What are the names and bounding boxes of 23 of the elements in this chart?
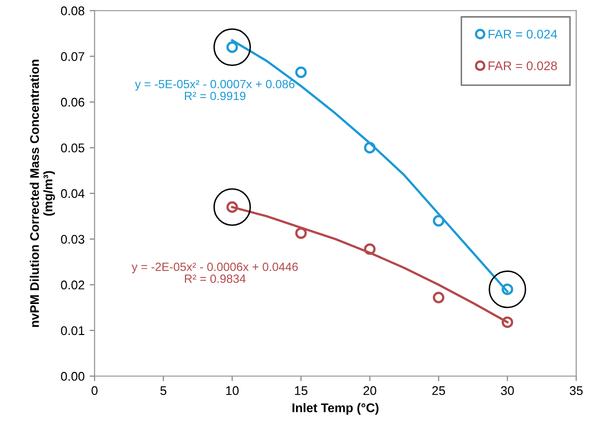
annotation: y = -2E-05x² - 0.0006x + 0.0446 R² = 0.9834 (132, 262, 298, 283)
x-tick-label: 25 (432, 386, 446, 396)
y-tick-label: 0.05 (61, 143, 84, 152)
x-tick-label: 20 (363, 386, 376, 396)
x-tick-label: 0 (92, 386, 98, 396)
y-tick-label: 0.03 (61, 234, 84, 244)
x-tick-label: 5 (160, 386, 166, 396)
x-tick-label: 30 (500, 386, 514, 396)
y-tick-label: 0.08 (61, 6, 84, 16)
y-tick-label: 0.06 (61, 98, 84, 107)
y-tick-label: 0.04 (61, 189, 84, 198)
annotation: y = -5E-05x² - 0.0007x + 0.086 R² = 0.9919 (134, 80, 295, 100)
x-tick-label: 35 (570, 386, 583, 396)
y-tick-label: 0.07 (61, 52, 84, 61)
y-tick-label: 0.00 (61, 372, 84, 381)
x-tick-label: 10 (226, 386, 239, 396)
y-tick-label: 0.01 (61, 326, 84, 336)
x-tick-label: 15 (294, 386, 308, 396)
legend-label: FAR = 0.028 (488, 61, 557, 70)
y-tick-label: 0.02 (61, 280, 84, 290)
x-axis-title: Inlet Temp (°C) (292, 403, 378, 415)
y-axis-title: nvPM Dilution Corrected Mass Concentration (mg/m³) (30, 60, 55, 327)
legend-label: FAR = 0.024 (488, 30, 558, 39)
